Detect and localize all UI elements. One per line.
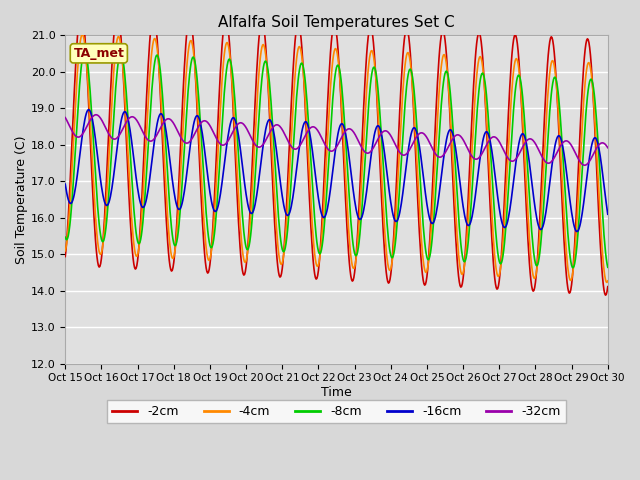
X-axis label: Time: Time bbox=[321, 386, 352, 399]
Y-axis label: Soil Temperature (C): Soil Temperature (C) bbox=[15, 135, 28, 264]
Title: Alfalfa Soil Temperatures Set C: Alfalfa Soil Temperatures Set C bbox=[218, 15, 455, 30]
Legend: -2cm, -4cm, -8cm, -16cm, -32cm: -2cm, -4cm, -8cm, -16cm, -32cm bbox=[108, 400, 566, 423]
Text: TA_met: TA_met bbox=[74, 47, 124, 60]
